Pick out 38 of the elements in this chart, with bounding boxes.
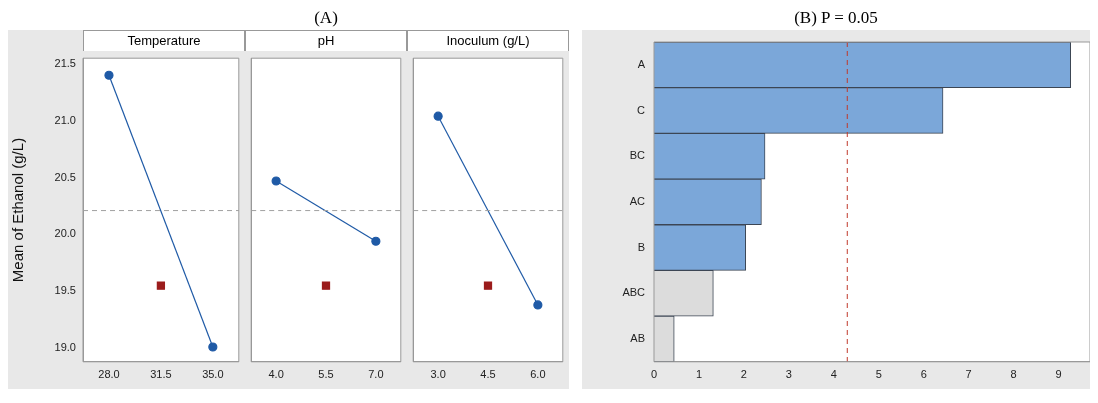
x-tick-label: 5 xyxy=(875,368,882,381)
chart-title: (A) xyxy=(313,8,339,29)
x-tick-label: 6.0 xyxy=(530,368,546,381)
x-tick-label: 1 xyxy=(695,368,703,381)
y-tick-label: 20.5 xyxy=(54,170,76,183)
y-tick-label: C xyxy=(637,103,646,116)
chart-subtitle: Temperature xyxy=(83,30,245,51)
x-tick-label: 7.0 xyxy=(368,368,384,381)
x-tick-label: 31.5 xyxy=(150,368,172,381)
x-tick-label: 2 xyxy=(740,368,747,381)
y-tick-label: B xyxy=(637,240,645,253)
x-tick-label: 35.0 xyxy=(202,368,224,381)
x-tick-label: 4.0 xyxy=(268,368,284,381)
y-tick-label: 19.5 xyxy=(54,284,76,297)
y-tick-label: 21.5 xyxy=(54,56,76,69)
y-tick-label: 20.0 xyxy=(54,227,76,240)
chart-subtitle: pH xyxy=(245,30,407,51)
x-tick-label: 0 xyxy=(650,368,658,381)
y-tick-label: A xyxy=(637,57,646,70)
x-tick-label: 7 xyxy=(965,368,972,381)
x-tick-label: 6 xyxy=(920,368,927,381)
y-axis-title: Mean of Ethanol (g/L) xyxy=(9,137,27,283)
y-tick-label: 19.0 xyxy=(54,341,76,354)
y-tick-label: AB xyxy=(630,331,645,344)
y-tick-label: ABC xyxy=(622,286,646,299)
y-tick-label: BC xyxy=(629,149,646,162)
x-tick-label: 28.0 xyxy=(98,368,120,381)
x-tick-label: 3 xyxy=(785,368,792,381)
x-tick-label: 3.0 xyxy=(430,368,446,381)
x-tick-label: 4 xyxy=(830,368,837,381)
x-tick-label: 9 xyxy=(1055,368,1062,381)
y-tick-label: AC xyxy=(629,194,646,207)
y-tick-label: 21.0 xyxy=(54,113,76,126)
x-tick-label: 4.5 xyxy=(480,368,496,381)
x-tick-label: 5.5 xyxy=(318,368,334,381)
chart-subtitle: Inoculum (g/L) xyxy=(407,30,569,51)
x-tick-label: 8 xyxy=(1010,368,1017,381)
chart-title: (B) P = 0.05 xyxy=(793,8,879,29)
